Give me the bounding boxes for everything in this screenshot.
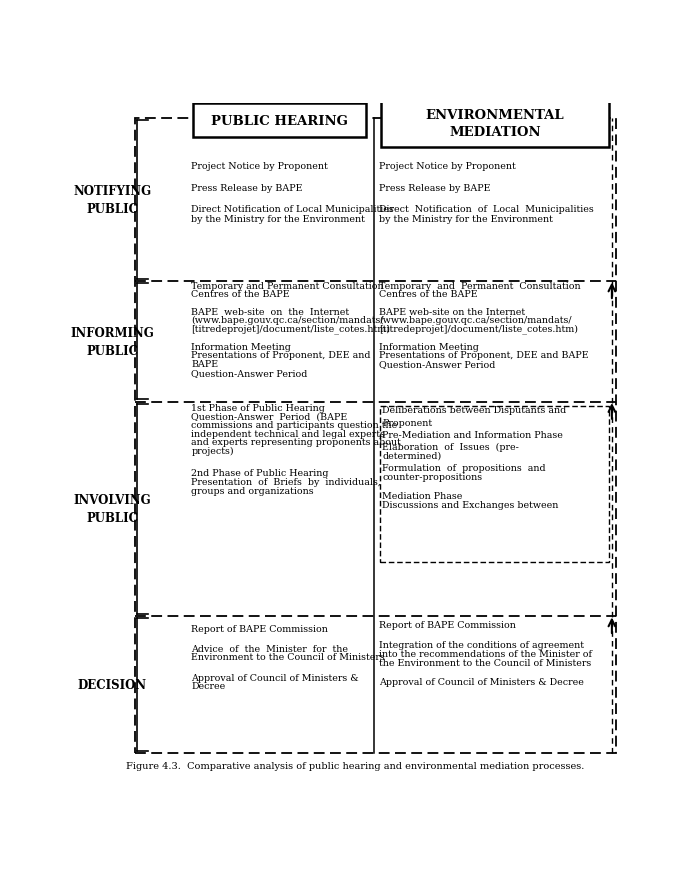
Text: INVOLVING
PUBLIC: INVOLVING PUBLIC [73,494,151,525]
Text: Presentation  of  Briefs  by  individuals,: Presentation of Briefs by individuals, [191,477,381,487]
Text: 2nd Phase of Public Hearing: 2nd Phase of Public Hearing [191,468,329,478]
Text: Decree: Decree [191,681,226,691]
Text: PUBLIC HEARING: PUBLIC HEARING [211,115,348,128]
Text: Figure 4.3.  Comparative analysis of public hearing and environmental mediation : Figure 4.3. Comparative analysis of publ… [126,761,584,770]
Text: Report of BAPE Commission: Report of BAPE Commission [191,624,328,633]
Text: Advice  of  the  Minister  for  the: Advice of the Minister for the [191,644,349,653]
Text: (www.bape.gouv.qc.ca/section/mandats/: (www.bape.gouv.qc.ca/section/mandats/ [379,316,572,325]
Text: Question-Answer  Period  (BAPE: Question-Answer Period (BAPE [191,412,348,421]
Text: Deliberations between Disputants and: Deliberations between Disputants and [382,405,566,415]
Text: Discussions and Exchanges between: Discussions and Exchanges between [382,501,559,509]
Text: independent technical and legal experts: independent technical and legal experts [191,429,385,438]
Text: Pre-Mediation and Information Phase: Pre-Mediation and Information Phase [382,430,563,440]
Text: Temporary and Permanent Consultation: Temporary and Permanent Consultation [191,282,384,290]
Text: Integration of the conditions of agreement: Integration of the conditions of agreeme… [379,640,584,650]
Text: Formulation  of  propositions  and: Formulation of propositions and [382,463,545,472]
Text: Project Notice by Proponent: Project Notice by Proponent [379,163,516,171]
Text: BAPE: BAPE [191,360,218,368]
Bar [193,104,366,137]
Text: ENVIRONMENTAL
MEDIATION: ENVIRONMENTAL MEDIATION [426,109,564,139]
Text: Direct Notification of Local Municipalities: Direct Notification of Local Municipalit… [191,205,394,214]
Text: Presentations of Proponent, DEE and BAPE: Presentations of Proponent, DEE and BAPE [379,351,589,360]
Text: by the Ministry for the Environment: by the Ministry for the Environment [191,215,365,223]
Text: [titredeprojet]/document/liste_cotes.htm): [titredeprojet]/document/liste_cotes.htm… [191,324,390,334]
Text: Press Release by BAPE: Press Release by BAPE [191,183,303,193]
Text: Information Meeting: Information Meeting [191,342,291,351]
Text: 1st Phase of Public Hearing: 1st Phase of Public Hearing [191,403,325,412]
Bar [135,119,615,753]
Text: BAPE  web-site  on  the  Internet: BAPE web-site on the Internet [191,308,349,316]
Text: Presentations of Proponent, DEE and: Presentations of Proponent, DEE and [191,351,371,360]
Text: Approval of Council of Ministers & Decree: Approval of Council of Ministers & Decre… [379,678,584,687]
Text: Question-Answer Period: Question-Answer Period [191,368,308,377]
Text: NOTIFYING
PUBLIC: NOTIFYING PUBLIC [73,185,152,216]
Text: the Environment to the Council of Ministers: the Environment to the Council of Minist… [379,658,592,667]
Text: Centres of the BAPE: Centres of the BAPE [191,290,290,299]
Text: Project Notice by Proponent: Project Notice by Proponent [191,163,328,171]
Text: projects): projects) [191,447,234,455]
Text: Elaboration  of  Issues  (pre-: Elaboration of Issues (pre- [382,442,519,452]
Text: Press Release by BAPE: Press Release by BAPE [379,183,491,193]
Text: by the Ministry for the Environment: by the Ministry for the Environment [379,215,553,223]
Text: Approval of Council of Ministers &: Approval of Council of Ministers & [191,673,359,682]
Text: Information Meeting: Information Meeting [379,342,479,351]
Text: into the recommendations of the Minister of: into the recommendations of the Minister… [379,649,593,659]
Text: Mediation Phase: Mediation Phase [382,491,462,501]
Text: commissions and participants question the: commissions and participants question th… [191,421,398,429]
Text: counter-propositions: counter-propositions [382,472,482,481]
Text: Report of BAPE Commission: Report of BAPE Commission [379,620,516,629]
Text: Question-Answer Period: Question-Answer Period [379,360,495,368]
Text: and experts representing proponents about: and experts representing proponents abou… [191,438,401,447]
Text: Centres of the BAPE: Centres of the BAPE [379,290,478,299]
Text: groups and organizations: groups and organizations [191,486,314,495]
Text: Direct  Notification  of  Local  Municipalities: Direct Notification of Local Municipalit… [379,205,594,214]
Text: Environment to the Council of Ministers: Environment to the Council of Ministers [191,653,385,661]
Text: INFORMING
PUBLIC: INFORMING PUBLIC [71,327,155,357]
Text: determined): determined) [382,451,441,461]
Text: BAPE web-site on the Internet: BAPE web-site on the Internet [379,308,525,316]
Text: Temporary  and  Permanent  Consultation: Temporary and Permanent Consultation [379,282,581,290]
Text: DECISION: DECISION [78,679,147,691]
Text: [titredeprojet]/document/liste_cotes.htm): [titredeprojet]/document/liste_cotes.htm… [379,324,579,334]
Text: Proponent: Proponent [382,419,432,428]
Bar [380,406,609,562]
Bar [381,101,609,148]
Text: (www.bape.gouv.qc.ca/section/mandats/: (www.bape.gouv.qc.ca/section/mandats/ [191,316,384,325]
